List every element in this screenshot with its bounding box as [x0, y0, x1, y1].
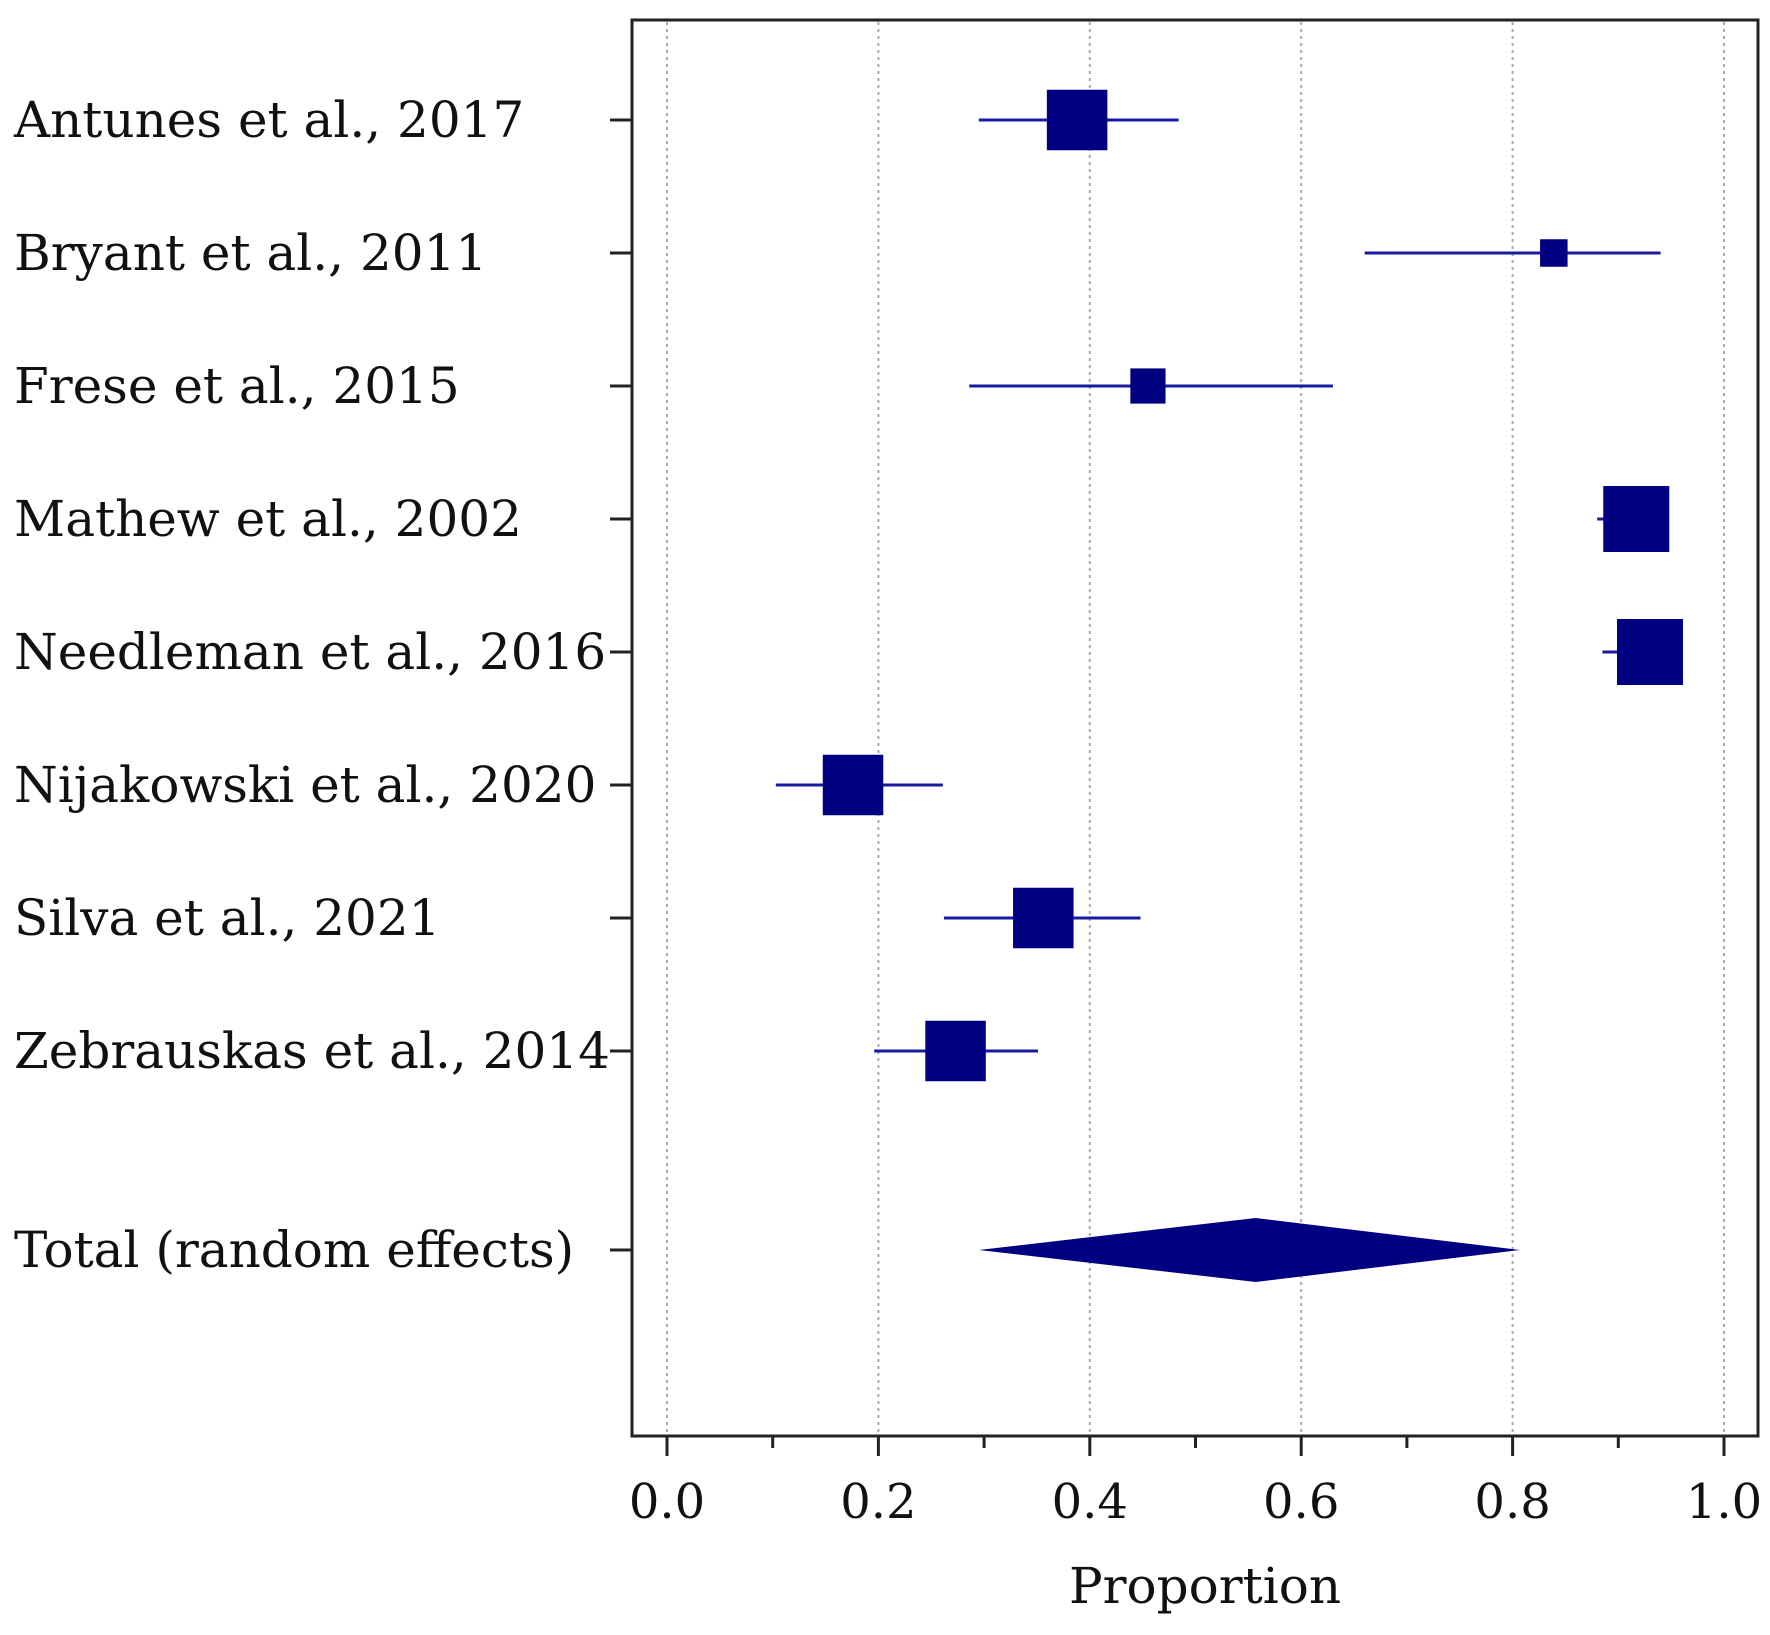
study-marks [775, 89, 1684, 1282]
point-estimate-square [1603, 486, 1670, 552]
x-tick-label: 1.0 [1686, 1474, 1762, 1530]
point-estimate-square [1046, 89, 1108, 151]
study-label: Mathew et al., 2002 [14, 490, 522, 548]
study-label: Frese et al., 2015 [14, 357, 460, 415]
point-estimate-square [1617, 619, 1684, 685]
study-label: Bryant et al., 2011 [14, 224, 487, 282]
x-axis-ticks [665, 1436, 1726, 1456]
study-label: Nijakowski et al., 2020 [14, 756, 596, 814]
study-label: Zebrauskas et al., 2014 [14, 1022, 610, 1080]
study-labels: Antunes et al., 2017 Bryant et al., 2011 F… [13, 91, 610, 1279]
point-estimate-square [1013, 887, 1074, 949]
x-tick-label: 0.2 [840, 1474, 916, 1530]
study-label: Needleman et al., 2016 [14, 623, 606, 681]
x-tick-label: 0.6 [1263, 1474, 1339, 1530]
x-tick-label: 0.0 [629, 1474, 705, 1530]
y-axis-ticks [610, 118, 632, 1252]
pooled-label: Total (random effects) [14, 1221, 574, 1279]
pooled-diamond [978, 1218, 1520, 1282]
x-tick-label: 0.4 [1052, 1474, 1128, 1530]
point-estimate-square [1130, 368, 1166, 404]
grid-lines [666, 22, 1725, 1434]
x-axis-title: Proportion [1069, 1557, 1341, 1615]
point-estimate-square [1540, 239, 1568, 267]
study-label: Antunes et al., 2017 [13, 91, 524, 149]
point-estimate-square [822, 754, 884, 816]
point-estimate-square [925, 1020, 986, 1082]
plot-frame [630, 18, 1760, 1438]
study-label: Silva et al., 2021 [14, 889, 441, 947]
x-tick-labels: 0.0 0.2 0.4 0.6 0.8 1.0 [629, 1474, 1762, 1530]
x-tick-label: 0.8 [1474, 1474, 1550, 1530]
